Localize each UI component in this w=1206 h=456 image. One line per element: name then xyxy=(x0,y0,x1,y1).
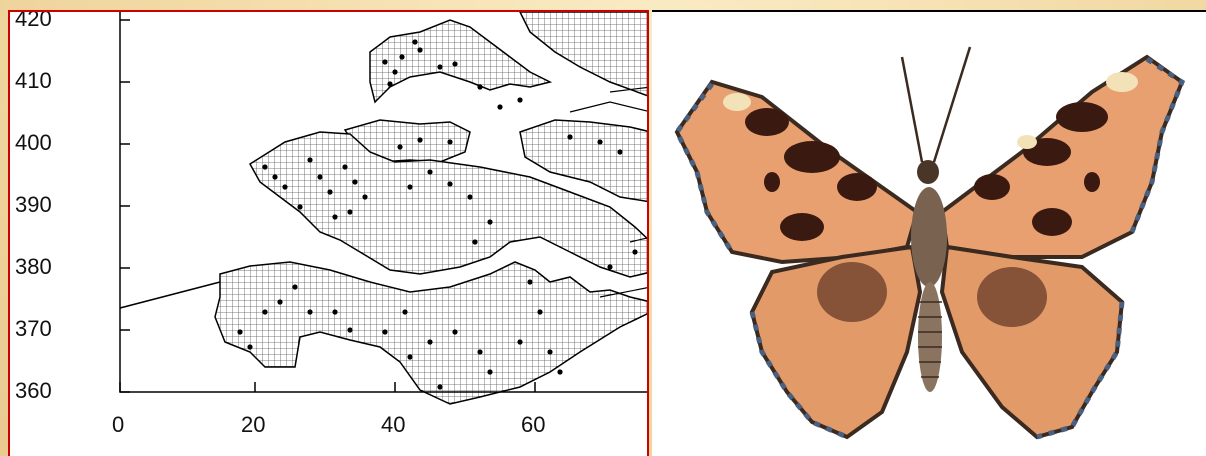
wing-spots xyxy=(745,102,1108,327)
butterfly-thorax xyxy=(911,187,947,287)
y-tick-label: 410 xyxy=(15,68,52,93)
map-axes xyxy=(119,12,647,393)
land-southern xyxy=(214,261,647,405)
butterfly-illustration xyxy=(674,46,1186,440)
y-tick-label: 400 xyxy=(15,130,52,155)
x-tick-label: 0 xyxy=(112,412,124,437)
coast-line xyxy=(119,281,221,309)
river-lines xyxy=(569,86,647,298)
butterfly-illustration-panel xyxy=(652,10,1206,456)
x-axis-tick-labels: 0 20 40 60 xyxy=(112,412,545,437)
y-tick-label: 380 xyxy=(15,254,52,279)
distribution-map: 420 410 400 390 380 370 360 0 20 40 60 xyxy=(15,12,647,437)
distribution-map-panel: 420 410 400 390 380 370 360 0 20 40 60 xyxy=(8,10,649,456)
land-north-island xyxy=(369,19,553,104)
wing-edge-spots xyxy=(674,56,1186,440)
butterfly-abdomen xyxy=(918,282,942,392)
y-tick-label: 370 xyxy=(15,316,52,341)
x-tick-label: 20 xyxy=(241,412,265,437)
y-tick-label: 390 xyxy=(15,192,52,217)
observation-points xyxy=(237,39,638,390)
land-east-north xyxy=(519,119,647,203)
y-tick-label: 420 xyxy=(15,12,52,31)
y-tick-label: 360 xyxy=(15,378,52,403)
x-tick-label: 60 xyxy=(521,412,545,437)
butterfly-head xyxy=(917,160,939,184)
y-axis-tick-labels: 420 410 400 390 380 370 360 xyxy=(15,12,52,403)
land-north-mainland xyxy=(519,12,647,97)
x-tick-label: 40 xyxy=(381,412,405,437)
land-walcheren xyxy=(248,131,647,278)
